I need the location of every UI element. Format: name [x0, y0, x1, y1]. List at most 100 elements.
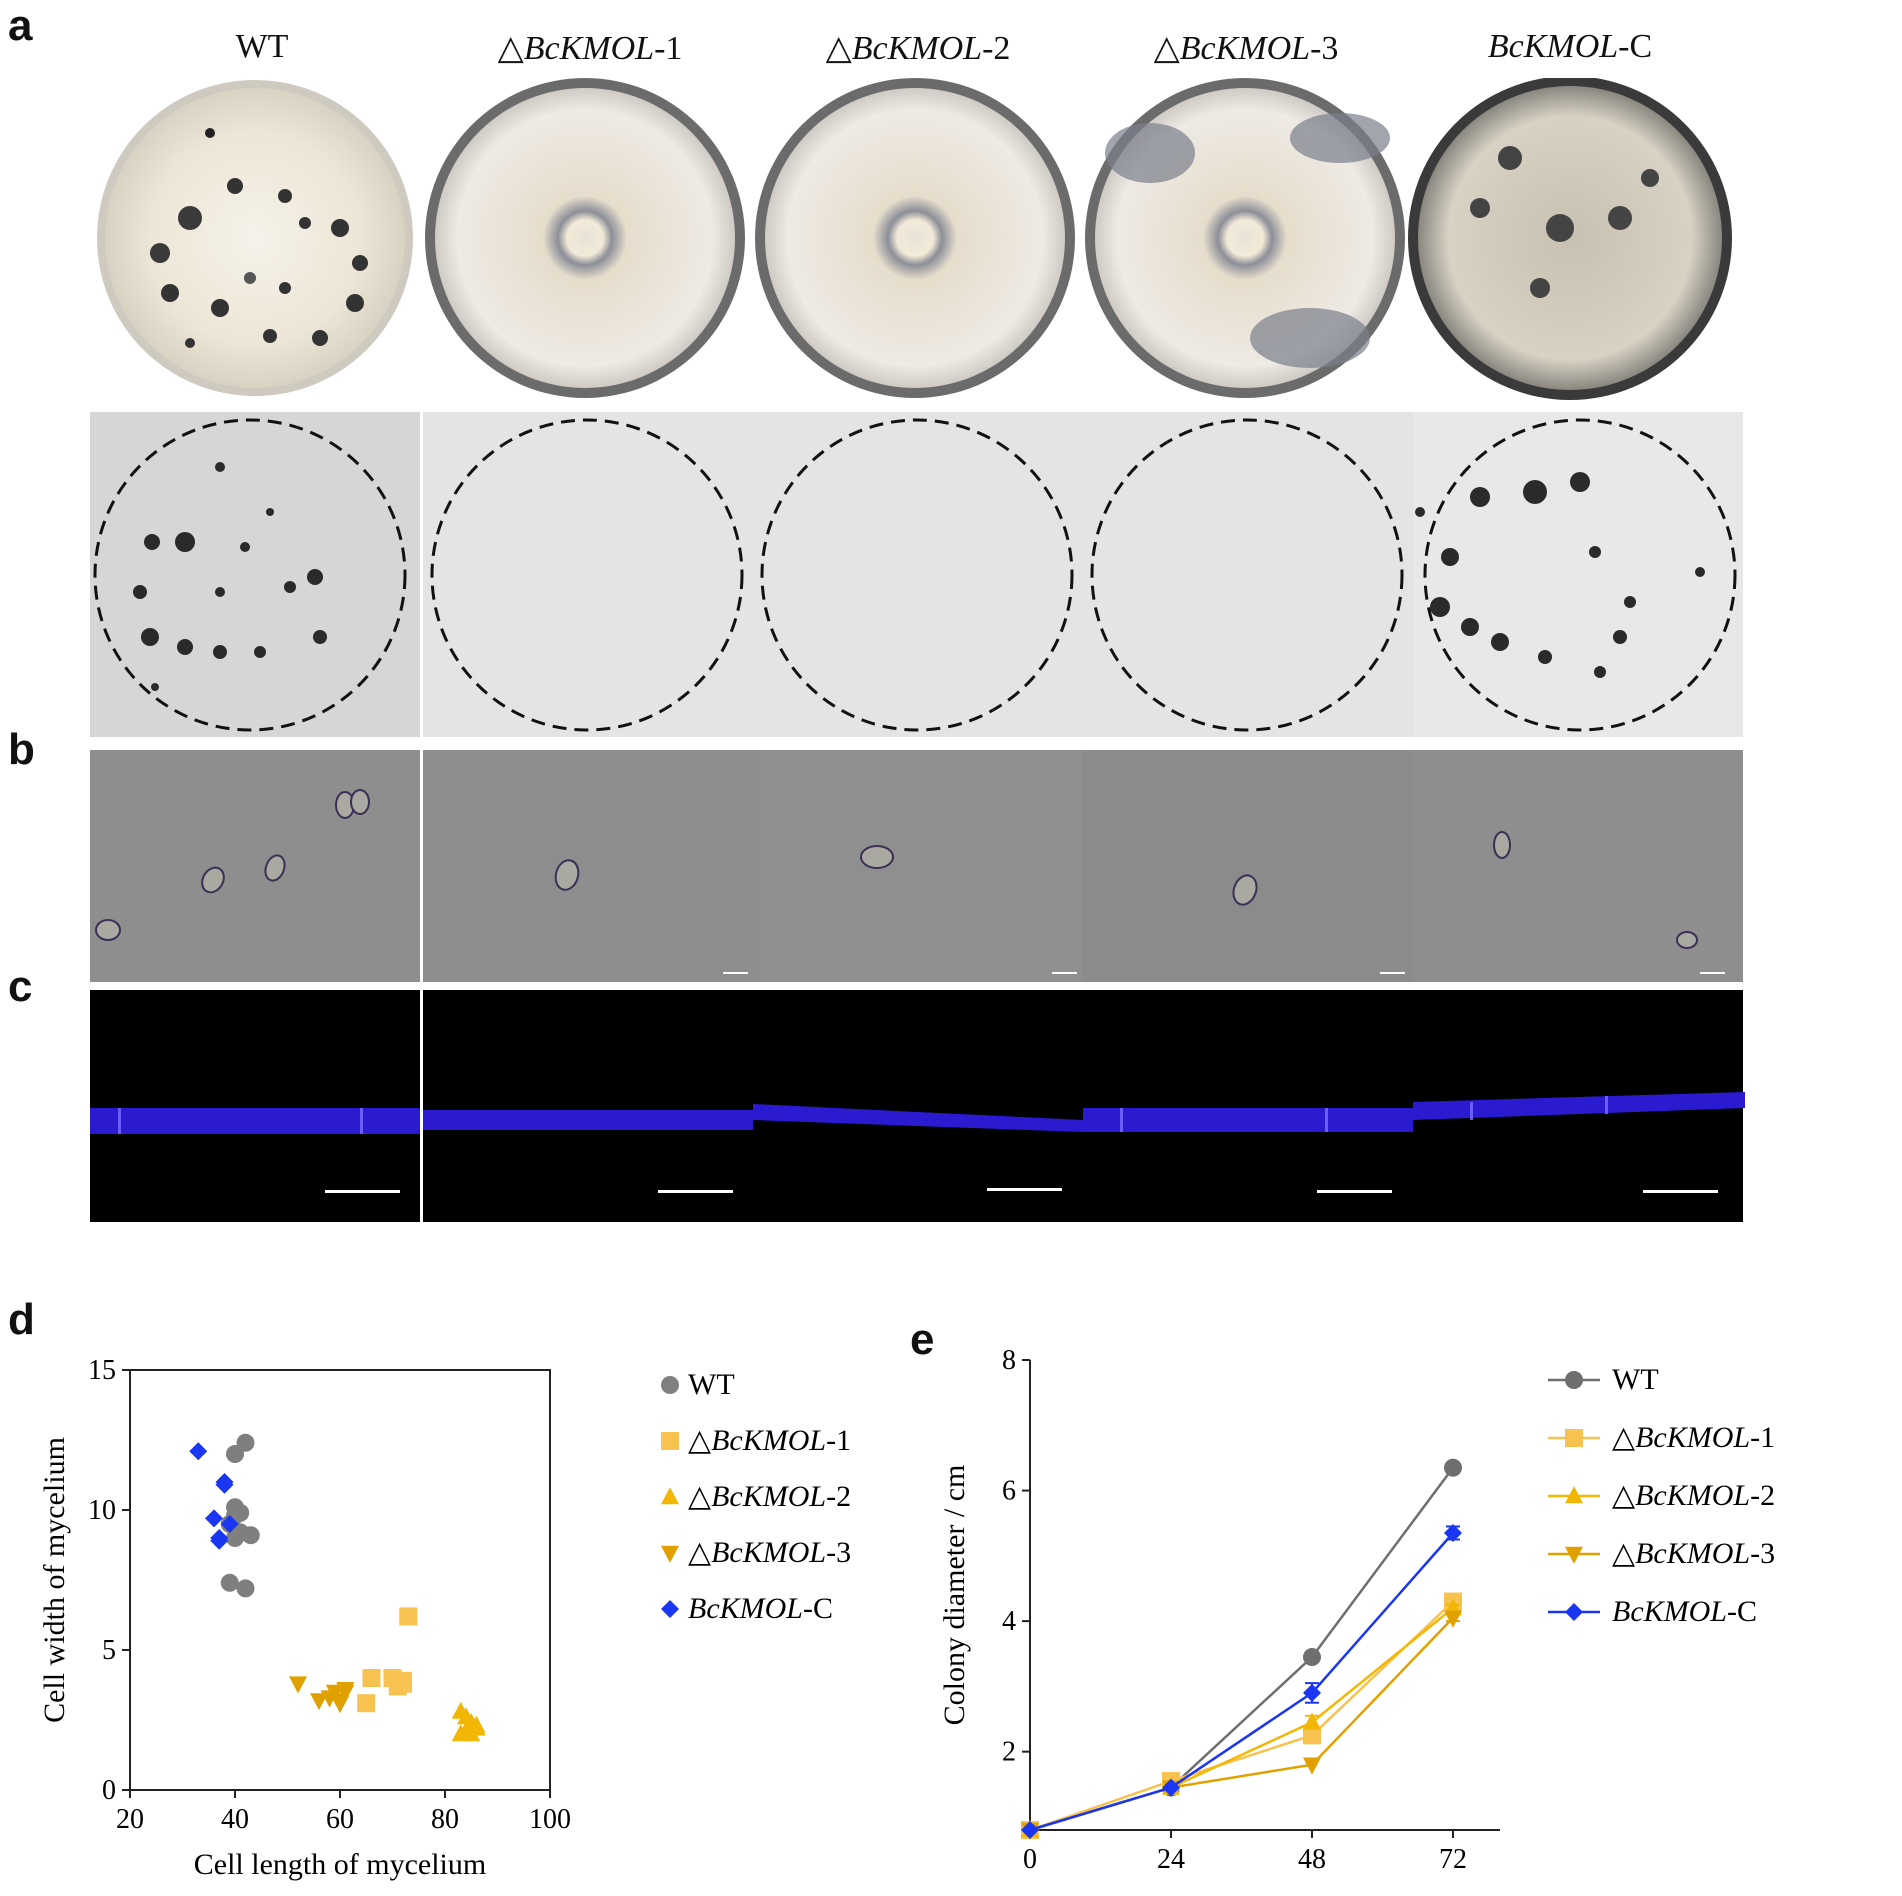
conidia-image-kmol3: [1083, 750, 1413, 982]
scatter-point: [357, 1694, 376, 1713]
plot-frame: [129, 1369, 551, 1791]
scatter-point: [241, 1526, 260, 1545]
hyphae-image-kmol1: [423, 990, 753, 1222]
scatter-point: [226, 1445, 244, 1463]
legend-marker: [661, 1376, 679, 1394]
x-tick-label: 24: [1157, 1844, 1185, 1875]
hyphae-image-kmol3: [1083, 990, 1413, 1222]
scatter-point: [210, 1531, 229, 1550]
x-tick-label: 72: [1439, 1844, 1467, 1875]
y-tick-label: 5: [102, 1635, 116, 1666]
hyphae-image-wt: [90, 990, 420, 1222]
scatter-point: [220, 1573, 239, 1592]
legend-label: △BcKMOL-1: [688, 1424, 851, 1457]
hyphae-image-kmol2: [753, 990, 1083, 1222]
conidia-image-kmol1: [423, 750, 753, 982]
column-label-kmol2: △BcKMOL-2: [825, 30, 1011, 67]
y-tick-label: 15: [88, 1355, 116, 1386]
petri-dish-row: [97, 78, 1732, 400]
data-point: [1444, 1610, 1462, 1628]
y-axis-label: Cell width of mycelium: [38, 1437, 71, 1723]
scatter-point: [289, 1676, 307, 1694]
scatter-point: [236, 1579, 255, 1598]
y-tick-label: 2: [1002, 1737, 1016, 1768]
x-tick-label: 60: [326, 1804, 354, 1835]
legend-marker: [661, 1600, 679, 1618]
y-axis-label: Colony diameter / cm: [938, 1465, 971, 1726]
legend-marker: [661, 1487, 679, 1505]
data-point: [1021, 1821, 1039, 1839]
legend-marker: [1565, 1486, 1583, 1504]
x-tick-label: 48: [1298, 1844, 1326, 1875]
scatter-point: [467, 1715, 486, 1733]
scatter-point: [205, 1509, 223, 1528]
legend-label: WT: [1612, 1363, 1659, 1396]
scatter-point: [220, 1515, 239, 1533]
conidia-image-kmol2: [753, 750, 1083, 982]
sclerotia-overlay: [93, 418, 1737, 732]
scatter-chart-cell-size: 20 40 60 80 100 0 5 10 15 Cell length of mycelium…: [38, 1355, 851, 1881]
legend-marker: [661, 1545, 679, 1563]
data-point: [1303, 1757, 1321, 1775]
scatter-point: [394, 1674, 412, 1693]
petri-dish-kmolc: [1408, 78, 1732, 400]
x-tick-label: 0: [1023, 1844, 1037, 1875]
scatter-point: [215, 1475, 234, 1494]
panel-label-b: b: [8, 725, 35, 774]
data-point: [1303, 1726, 1321, 1745]
petri-dish-kmol1: [425, 78, 745, 398]
scatter-point: [336, 1682, 355, 1700]
data-point: [1303, 1648, 1321, 1667]
legend-label: △BcKMOL-3: [688, 1536, 851, 1569]
legend-label: △BcKMOL-2: [1612, 1479, 1775, 1512]
data-point: [1444, 1458, 1462, 1477]
panel-label-d: d: [8, 1295, 35, 1344]
hyphae-overlay: [90, 1092, 1745, 1193]
scatter-point: [189, 1442, 208, 1461]
series-line: [1029, 1607, 1454, 1832]
data-point: [1444, 1523, 1462, 1542]
legend-label: △BcKMOL-1: [1612, 1421, 1775, 1454]
scatter-point: [226, 1529, 244, 1547]
column-label-kmolc: BcKMOL-C: [1487, 28, 1653, 65]
sclerotia-dots-kmolc: [1415, 472, 1705, 678]
y-tick-label: 0: [102, 1775, 116, 1806]
panel-label-a: a: [8, 1, 33, 50]
series-line: [1029, 1532, 1454, 1832]
column-label-kmol3: △BcKMOL-3: [1153, 30, 1339, 67]
legend-marker: [661, 1432, 679, 1450]
data-point: [1303, 1683, 1321, 1702]
scatter-point: [362, 1669, 381, 1687]
data-point: [1162, 1778, 1180, 1797]
y-tick-label: 8: [1002, 1345, 1016, 1376]
panel-label-c: c: [8, 962, 33, 1011]
x-tick-label: 80: [431, 1804, 459, 1835]
legend-marker: [1565, 1371, 1583, 1389]
legend-marker: [1565, 1546, 1583, 1564]
x-axis-label: Cell length of mycelium: [194, 1848, 486, 1881]
petri-dish-wt: [97, 80, 413, 396]
y-tick-label: 4: [1002, 1606, 1016, 1637]
y-tick-label: 6: [1002, 1476, 1016, 1507]
data-point: [1303, 1712, 1321, 1730]
scatter-point: [399, 1607, 418, 1626]
panel-label-e: e: [910, 1315, 935, 1364]
conidia-overlay: [95, 789, 1725, 974]
sclerotia-dots-wt: [133, 462, 327, 691]
x-tick-label: 20: [116, 1804, 144, 1835]
legend-marker: [1565, 1603, 1583, 1621]
y-tick-label: 10: [88, 1495, 116, 1526]
sclerotia-image-wt: [90, 412, 420, 737]
series-line: [1029, 1600, 1454, 1832]
legend-label: BcKMOL-C: [688, 1592, 833, 1625]
legend-label: BcKMOL-C: [1612, 1595, 1757, 1628]
x-tick-label: 40: [221, 1804, 249, 1835]
petri-dish-kmol2: [755, 78, 1075, 398]
scatter-point: [310, 1693, 328, 1711]
x-tick-label: 100: [529, 1804, 571, 1835]
legend-label: WT: [688, 1368, 735, 1401]
petri-dish-kmol3: [1085, 78, 1405, 398]
conidia-image-wt: [90, 750, 420, 982]
legend-marker: [1565, 1429, 1583, 1447]
